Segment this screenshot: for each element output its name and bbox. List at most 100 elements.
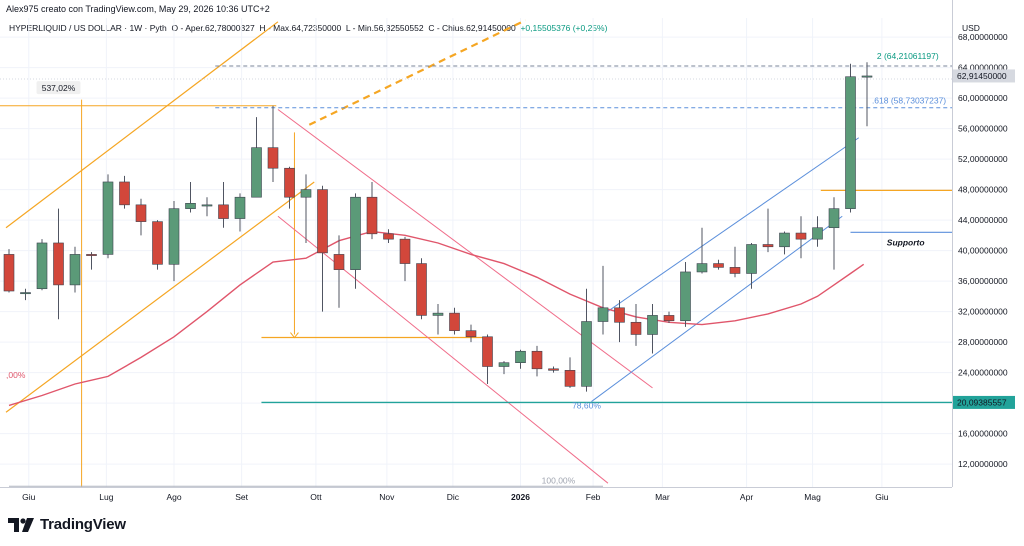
candle-body xyxy=(498,362,510,367)
candle-body xyxy=(564,370,576,387)
candle-up xyxy=(69,246,81,293)
candle-body xyxy=(432,312,444,316)
candle-body xyxy=(201,204,213,207)
support-label: Supporto xyxy=(887,237,925,247)
candle-down xyxy=(713,259,724,270)
candle-body xyxy=(762,244,774,248)
candle-down xyxy=(86,252,97,270)
fib-low-pct-label: 78,60% xyxy=(572,400,601,410)
candle-body xyxy=(861,75,873,78)
candle-body xyxy=(399,238,411,264)
candle-up xyxy=(432,303,444,335)
support-price-text: 20,09385557 xyxy=(957,397,1007,407)
candle-body xyxy=(630,321,642,335)
candle-body xyxy=(696,263,708,273)
brand-name: TradingView xyxy=(40,516,126,533)
candle-body xyxy=(746,244,757,274)
candle-down xyxy=(218,181,229,228)
candle-body xyxy=(86,254,97,256)
y-tick-label: 52,00000000 xyxy=(958,154,1008,164)
blue-channel-upper xyxy=(602,137,860,316)
candle-body xyxy=(713,263,724,268)
candle-body xyxy=(20,292,31,295)
y-tick-label: 24,00000000 xyxy=(958,368,1008,378)
candle-up xyxy=(350,193,361,289)
candle-up xyxy=(597,265,609,335)
candle-body xyxy=(647,315,658,335)
x-tick-label: Nov xyxy=(379,492,395,502)
x-tick-label: Mar xyxy=(655,492,670,502)
candle-body xyxy=(482,336,493,367)
candle-down xyxy=(3,249,15,293)
candle-up xyxy=(828,197,840,270)
candle-down xyxy=(333,235,345,308)
candle-body xyxy=(102,181,114,255)
candle-body xyxy=(812,227,823,240)
candle-body xyxy=(663,315,675,322)
candle-body xyxy=(845,76,856,209)
candle-up xyxy=(581,288,592,392)
candle-body xyxy=(465,330,477,338)
candle-up xyxy=(845,63,856,213)
x-tick-label: Dic xyxy=(447,492,460,502)
candle-down xyxy=(548,366,559,373)
candle-up xyxy=(300,174,312,243)
candle-up xyxy=(102,174,114,259)
y-tick-label: 60,00000000 xyxy=(958,93,1008,103)
blue-channel-lower xyxy=(591,215,843,402)
candle-body xyxy=(531,350,543,370)
candle-body xyxy=(53,242,64,286)
candle-down xyxy=(630,303,642,346)
y-tick-label: 12,00000000 xyxy=(958,459,1008,469)
candle-down xyxy=(465,324,477,343)
candle-down xyxy=(614,300,625,343)
candle-down xyxy=(366,181,378,240)
candle-down xyxy=(416,258,427,320)
candle-body xyxy=(267,147,279,169)
candle-body xyxy=(614,307,625,323)
candle-down xyxy=(663,311,675,324)
candle-body xyxy=(597,307,609,322)
last-price-tag xyxy=(953,69,1015,83)
y-tick-label: 28,00000000 xyxy=(958,337,1008,347)
candle-down xyxy=(135,198,147,236)
candle-down xyxy=(449,307,460,335)
candle-down xyxy=(267,105,279,182)
candle-body xyxy=(218,204,229,219)
candle-body xyxy=(185,203,196,209)
candle-up xyxy=(201,197,213,217)
candle-up xyxy=(498,361,510,375)
y-tick-label: 68,00000000 xyxy=(958,32,1008,42)
candle-body xyxy=(729,267,741,274)
x-tick-label: 2026 xyxy=(511,492,530,502)
candle-body xyxy=(234,196,246,219)
tradingview-brand[interactable]: TradingView xyxy=(8,516,126,533)
candle-body xyxy=(515,350,526,363)
candle-down xyxy=(383,229,394,243)
candle-body xyxy=(251,147,262,198)
last-price-text: 62,91450000 xyxy=(957,71,1007,81)
moving-average-line xyxy=(8,230,865,407)
y-tick-label: 48,00000000 xyxy=(958,185,1008,195)
range-pct-label: 537,02% xyxy=(42,83,76,93)
candle-body xyxy=(548,368,559,371)
tradingview-logo-icon xyxy=(8,517,34,532)
candle-down xyxy=(53,208,64,320)
candle-body xyxy=(795,232,807,240)
candle-body xyxy=(135,204,147,222)
candle-up xyxy=(515,349,526,369)
candle-up xyxy=(234,193,246,232)
chart-caption: Alex975 creato con TradingView.com, May … xyxy=(6,4,270,14)
candle-down xyxy=(564,357,576,388)
candle-body xyxy=(317,189,328,254)
candle-up xyxy=(36,239,48,291)
x-tick-label: Giu xyxy=(22,492,36,502)
legend-symbol: HYPERLIQUID / US DOLLAR · 1W · Pyth xyxy=(9,23,167,33)
x-tick-label: Feb xyxy=(586,492,601,502)
x-tick-label: Giu xyxy=(875,492,889,502)
pink-channel-upper xyxy=(277,109,653,389)
candle-body xyxy=(300,189,312,198)
ma-pct-label: ,00% xyxy=(6,370,26,380)
candle-down xyxy=(152,220,163,270)
